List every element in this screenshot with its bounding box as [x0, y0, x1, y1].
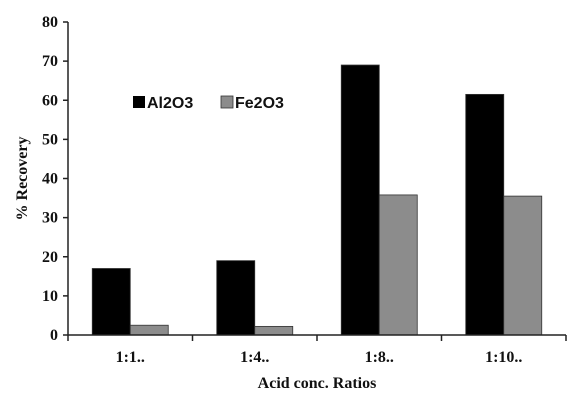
legend-swatch-al2o3: [133, 96, 145, 108]
y-tick-label: 30: [42, 210, 58, 227]
y-tick-label: 80: [42, 14, 58, 31]
bar-fe2o3-4: [503, 195, 543, 336]
legend-label-fe2o3: Fe2O3: [235, 95, 284, 112]
bar-al2o3-4: [465, 93, 505, 336]
bar-al2o3-1: [91, 268, 131, 336]
y-axis-ticks: 0 10 20 30 40 50 60 70 80: [42, 14, 68, 344]
legend: Al2O3 Fe2O3: [133, 95, 284, 112]
bar-al2o3-2: [216, 260, 256, 336]
legend-swatch-fe2o3: [220, 95, 234, 109]
legend-label-al2o3: Al2O3: [147, 95, 193, 112]
x-tick-label: 1:8..: [365, 349, 394, 366]
x-tick-label: 1:4..: [240, 349, 269, 366]
x-axis-title: Acid conc. Ratios: [258, 375, 377, 392]
y-tick-label: 60: [42, 92, 58, 109]
bar-fe2o3-3: [378, 194, 418, 336]
y-tick-label: 0: [50, 327, 58, 344]
y-axis-title: % Recovery: [14, 137, 31, 221]
bars-group: [91, 64, 543, 336]
x-axis-ticks: 1:1.. 1:4.. 1:8.. 1:10..: [67, 335, 567, 366]
bar-al2o3-3: [340, 64, 380, 336]
y-tick-label: 50: [42, 131, 58, 148]
bar-fe2o3-1: [129, 324, 169, 336]
y-tick-label: 70: [42, 53, 58, 70]
y-tick-label: 20: [42, 249, 58, 266]
y-tick-label: 40: [42, 171, 58, 188]
x-tick-label: 1:10..: [485, 349, 522, 366]
y-tick-label: 10: [42, 288, 58, 305]
bar-fe2o3-2: [254, 325, 294, 336]
x-tick-label: 1:1..: [116, 349, 145, 366]
